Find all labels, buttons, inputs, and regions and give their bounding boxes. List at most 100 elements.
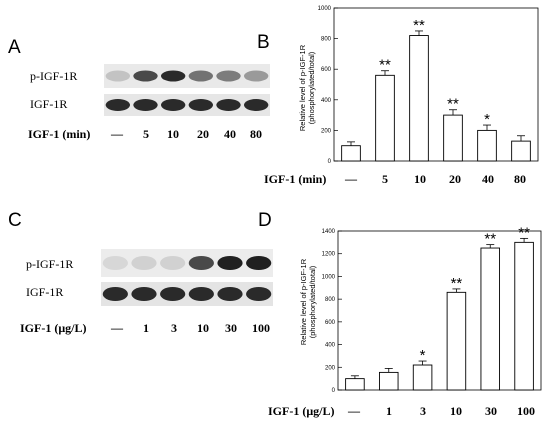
chart-b-ytick-label: 0 <box>328 159 332 165</box>
chart-b-category-label: 20 <box>449 172 461 186</box>
chart-d-category-label: 3 <box>420 404 426 418</box>
chart-b-ylabel-line2: (phosphorylated/total) <box>307 51 316 124</box>
chart-b-bar <box>375 74 395 162</box>
chart-d-ytick-label: 0 <box>332 388 336 394</box>
panel-a-letter: A <box>8 37 21 58</box>
chart-d-bar <box>446 291 467 391</box>
chart-d-ylabel-line1: Relative level of p-IGF-1R <box>299 258 308 345</box>
blot-band <box>216 99 241 111</box>
blot-strip-igf1r <box>101 282 273 306</box>
chart-d-category-label: 1 <box>386 404 392 418</box>
chart-d-ytick-label: 600 <box>325 320 336 326</box>
panel-d: D Relative level of p-IGF-1R (phosphoryl… <box>258 210 542 418</box>
condition-label: 10 <box>197 321 209 335</box>
blot-strip-p-igf1r <box>104 64 270 88</box>
blot-band <box>160 99 186 111</box>
chart-d-ytick-label: 1000 <box>322 274 336 280</box>
chart-b-ylabel: Relative level of p-IGF-1R (phosphorylat… <box>298 44 316 131</box>
chart-d-bar <box>514 241 534 391</box>
blot-band <box>188 99 214 111</box>
chart-d-ylabel: Relative level of p-IGF-1R (phosphorylat… <box>299 258 317 345</box>
chart-d-ytick-label: 1400 <box>322 229 336 235</box>
chart-d-significance-mark: ** <box>518 224 530 241</box>
chart-d-category-labels: — 1 3 10 30 100 <box>347 404 535 418</box>
chart-b-significance-mark: * <box>484 111 490 128</box>
blot-strip-p-igf1r <box>101 249 273 277</box>
chart-d-bar <box>480 247 501 391</box>
chart-d-bar <box>412 364 433 391</box>
blot-band <box>133 70 158 82</box>
chart-d-ytick-label: 800 <box>325 297 336 303</box>
chart-d-plot-frame <box>337 230 542 391</box>
condition-title: IGF-1 (min) <box>28 127 90 141</box>
condition-label: — <box>110 127 124 141</box>
chart-b-bar <box>477 129 497 162</box>
condition-label: 3 <box>171 321 177 335</box>
condition-label: 5 <box>143 127 149 141</box>
chart-d-significance-mark: ** <box>484 231 496 248</box>
chart-d-bar <box>345 378 365 391</box>
chart-b-category-label: 10 <box>414 172 426 186</box>
blot-band <box>131 256 157 270</box>
panel-c: C p-IGF-1R IGF-1R IGF-1 (μg/L) — 1 3 10 … <box>8 210 273 335</box>
chart-b-bar <box>511 140 531 162</box>
blot-band <box>131 287 157 301</box>
blot-band <box>160 256 186 270</box>
blot-band <box>246 256 272 270</box>
chart-b-ytick-label: 200 <box>321 128 332 134</box>
chart-b-ylabel-line1: Relative level of p-IGF-1R <box>298 44 307 131</box>
chart-b-ytick-label: 1000 <box>318 6 332 12</box>
blot-band <box>133 99 158 111</box>
chart-b-ytick-label: 600 <box>321 67 332 73</box>
chart-b-bar <box>443 114 463 162</box>
condition-label: 1 <box>143 321 149 335</box>
condition-label: 20 <box>197 127 209 141</box>
condition-label: 80 <box>250 127 262 141</box>
chart-b-xlabel: IGF-1 (min) <box>264 172 326 186</box>
blot-band <box>188 70 214 82</box>
chart-d-ytick-label: 1200 <box>322 252 336 258</box>
condition-label: — <box>110 321 124 335</box>
chart-d-category-label: — <box>347 404 361 418</box>
chart-d-category-label: 10 <box>450 404 462 418</box>
blot-band <box>217 287 243 301</box>
blot-band <box>188 256 214 270</box>
chart-d-category-label: 100 <box>517 404 535 418</box>
chart-b-bar <box>341 145 361 162</box>
chart-d-significance-mark: * <box>420 347 426 364</box>
chart-b-plot-frame <box>333 7 539 162</box>
chart-d-ytick-label: 200 <box>325 365 336 371</box>
bands-igf1r <box>105 99 269 111</box>
condition-label: 40 <box>224 127 236 141</box>
chart-b-significance-mark: ** <box>379 57 391 74</box>
blot-band <box>216 70 241 82</box>
blot-band <box>105 70 131 82</box>
blot-band <box>246 287 272 301</box>
chart-b-category-labels: — 5 10 20 40 80 <box>344 172 526 186</box>
condition-title: IGF-1 (μg/L) <box>20 321 86 335</box>
chart-b-significance-mark: ** <box>413 17 425 34</box>
blot-band <box>102 256 128 270</box>
blot-label-p-igf1r: p-IGF-1R <box>30 69 77 83</box>
condition-labels: — 1 3 10 30 100 <box>110 321 270 335</box>
blot-band <box>217 256 243 270</box>
chart-b-category-label: 40 <box>482 172 494 186</box>
chart-b-bar <box>409 35 429 162</box>
blot-band <box>243 99 269 111</box>
blot-band <box>243 70 269 82</box>
blot-band <box>105 99 131 111</box>
chart-d-category-label: 30 <box>485 404 497 418</box>
chart-d-bar <box>378 371 399 391</box>
chart-d-ytick-label: 400 <box>325 343 336 349</box>
condition-labels: — 5 10 20 40 80 <box>110 127 262 141</box>
bands-p-igf1r <box>105 70 269 82</box>
panel-b: B Relative level of p-IGF-1R (phosphoryl… <box>257 6 539 186</box>
bands-igf1r <box>102 287 272 301</box>
condition-label: 10 <box>167 127 179 141</box>
panel-b-letter: B <box>257 32 270 53</box>
chart-b-ytick-label: 400 <box>321 98 332 104</box>
bands-p-igf1r <box>102 256 272 270</box>
